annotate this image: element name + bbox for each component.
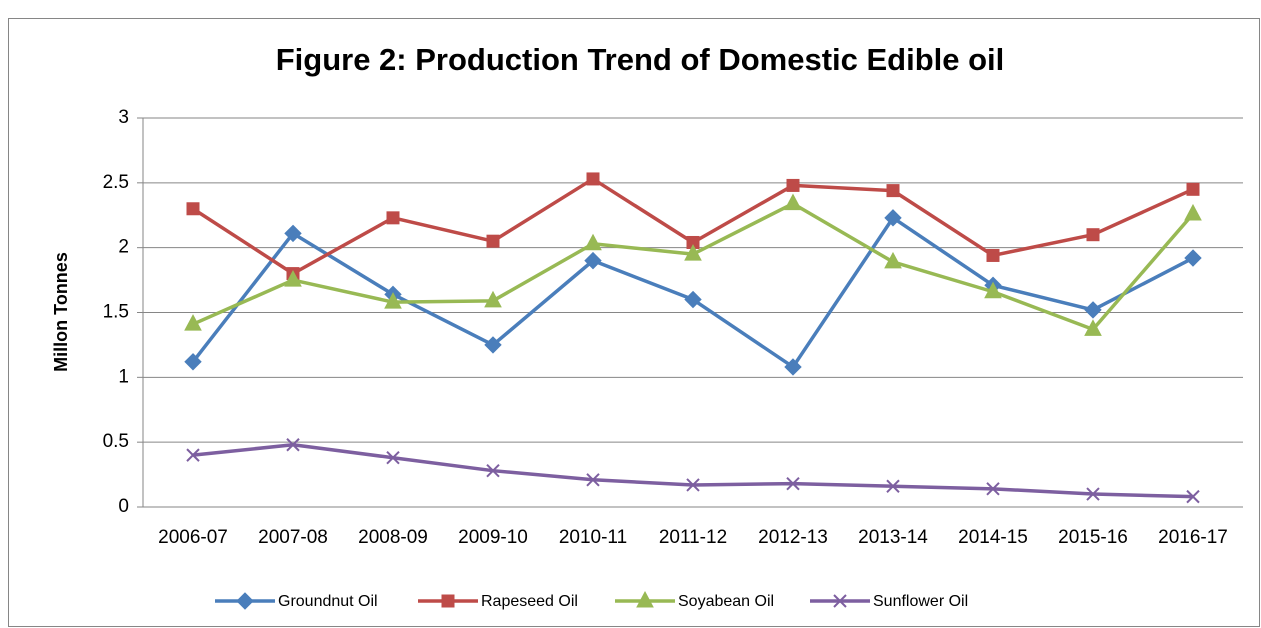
marker (286, 438, 300, 452)
marker (636, 590, 654, 608)
marker (184, 353, 202, 371)
y-tick-label: 0 (118, 496, 129, 517)
marker (384, 292, 402, 309)
marker (684, 290, 702, 309)
marker (1086, 228, 1100, 242)
marker (886, 479, 900, 493)
x-tick-label: 2014-15 (958, 527, 1028, 548)
marker (486, 234, 500, 248)
x-tick-label: 2006-07 (158, 527, 228, 548)
chart-border (8, 18, 1260, 627)
marker (1086, 487, 1100, 501)
marker (284, 270, 302, 287)
x-tick-label: 2009-10 (458, 527, 528, 548)
marker (786, 178, 800, 192)
marker (984, 281, 1002, 299)
legend-label: Soyabean Oil (678, 593, 774, 610)
marker (886, 184, 900, 198)
marker (484, 336, 502, 354)
marker (441, 594, 455, 608)
y-tick-label: 2 (118, 237, 129, 258)
marker (833, 594, 847, 608)
y-tick-label: 3 (118, 107, 129, 128)
x-tick-label: 2016-17 (1158, 527, 1228, 548)
y-axis-label: Millon Tonnes (51, 252, 71, 372)
marker (386, 211, 400, 225)
marker (584, 251, 602, 270)
marker (386, 451, 400, 465)
y-tick-label: 0.5 (103, 431, 129, 452)
marker (684, 244, 702, 261)
series (186, 172, 1200, 281)
marker (186, 448, 200, 462)
marker (884, 251, 902, 269)
marker (786, 476, 800, 491)
marker (1084, 301, 1102, 319)
legend-label: Sunflower Oil (873, 593, 968, 610)
marker (236, 592, 254, 610)
marker (586, 172, 600, 186)
marker (986, 482, 1000, 496)
marker (584, 233, 602, 251)
marker (1186, 489, 1200, 504)
marker (784, 193, 802, 211)
marker (1184, 203, 1202, 221)
marker (1184, 249, 1202, 267)
marker (586, 473, 600, 487)
marker (184, 314, 202, 331)
x-tick-label: 2007-08 (258, 527, 328, 548)
y-tick-label: 1 (118, 366, 129, 387)
legend-label: Groundnut Oil (278, 593, 378, 610)
chart-title: Figure 2: Production Trend of Domestic E… (276, 42, 1005, 77)
series (184, 193, 1202, 336)
marker (884, 209, 902, 227)
marker (1084, 319, 1102, 336)
legend-label: Rapeseed Oil (481, 593, 578, 610)
marker (284, 224, 302, 243)
x-tick-label: 2011-12 (659, 527, 727, 548)
x-tick-label: 2013-14 (858, 527, 928, 548)
x-tick-label: 2015-16 (1058, 527, 1128, 548)
marker (186, 202, 200, 216)
marker (784, 358, 802, 376)
x-tick-label: 2012-13 (758, 527, 828, 548)
x-tick-label: 2010-11 (559, 527, 627, 548)
series (186, 438, 1200, 504)
x-tick-label: 2008-09 (358, 527, 428, 548)
marker (1186, 182, 1200, 196)
marker (484, 290, 502, 308)
marker (986, 248, 1000, 262)
y-tick-label: 1.5 (103, 302, 129, 323)
marker (686, 478, 700, 492)
marker (486, 463, 500, 478)
y-tick-label: 2.5 (103, 172, 129, 193)
